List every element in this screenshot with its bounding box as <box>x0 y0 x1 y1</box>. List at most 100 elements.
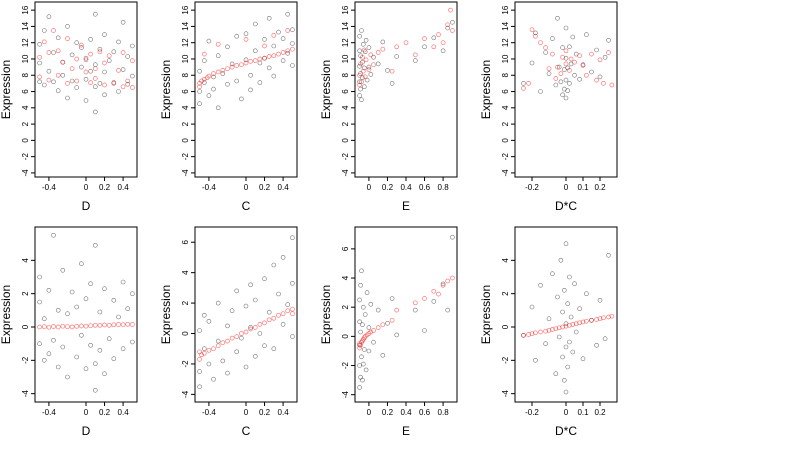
x-tick-label: 0.1 <box>577 183 589 192</box>
data-point-red <box>450 275 455 281</box>
data-point-red <box>220 340 226 346</box>
data-point-red <box>371 328 376 333</box>
y-axis-label: Expression <box>479 285 493 344</box>
data-point-black <box>248 73 253 78</box>
data-point-red <box>358 342 363 348</box>
y-tick-label: 0 <box>501 138 510 143</box>
data-point-red <box>106 322 112 328</box>
data-point-red <box>120 84 126 90</box>
data-point-red <box>120 322 126 328</box>
x-tick-label: 0 <box>244 183 249 192</box>
data-point-black <box>130 43 135 49</box>
data-point-red <box>360 68 366 74</box>
data-point-black <box>385 68 390 73</box>
data-point-black <box>206 318 212 324</box>
data-point-black <box>111 356 117 362</box>
y-tick-label: 2 <box>501 121 510 126</box>
data-point-black <box>589 69 594 75</box>
data-point-black <box>51 50 56 55</box>
data-point-black <box>368 72 374 77</box>
chart-panel-1: -0.4 0 0.2 0.4 -4 -2 0 2 4 6 8 10 12 14 16 D Expression <box>0 1 138 213</box>
data-point-red <box>357 72 362 78</box>
y-tick-label: 0 <box>21 324 30 329</box>
data-point-black <box>290 334 295 339</box>
data-point-red <box>88 51 93 57</box>
data-point-black <box>41 357 47 363</box>
data-point-black <box>357 48 362 54</box>
data-point-red <box>563 323 569 329</box>
data-point-red <box>380 322 386 328</box>
x-tick-label: 0 <box>244 408 249 417</box>
data-point-red <box>431 288 437 294</box>
data-point-red <box>199 352 204 358</box>
y-tick-label: 8 <box>21 72 30 77</box>
data-point-red <box>88 323 93 329</box>
x-tick-label: -0.2 <box>525 183 539 192</box>
data-point-black <box>243 57 249 63</box>
data-point-red <box>97 49 103 55</box>
y-tick-label: 2 <box>181 300 190 305</box>
y-tick-label: -4 <box>341 169 350 177</box>
data-point-black <box>358 329 363 335</box>
data-point-black <box>102 69 107 75</box>
data-point-black <box>280 58 286 63</box>
y-tick-label: 16 <box>181 5 190 14</box>
data-point-black <box>248 325 253 330</box>
data-point-black <box>271 43 277 49</box>
data-point-red <box>584 72 589 78</box>
data-point-black <box>97 347 103 353</box>
data-point-black <box>389 81 395 86</box>
y-tick-label: 0 <box>341 138 350 143</box>
data-point-black <box>565 364 571 370</box>
data-point-black <box>243 364 249 370</box>
data-point-black <box>106 58 112 63</box>
data-point-black <box>584 291 589 297</box>
data-point-black <box>257 80 263 85</box>
data-point-red <box>389 68 395 74</box>
data-point-black <box>253 297 258 303</box>
data-point-red <box>92 66 98 72</box>
y-tick-label: 4 <box>21 258 30 263</box>
data-point-red <box>55 48 61 54</box>
data-point-black <box>55 307 61 313</box>
data-point-red <box>125 78 131 84</box>
data-point-red <box>577 320 582 326</box>
data-point-black <box>440 281 446 287</box>
y-tick-label: 2 <box>21 291 30 296</box>
data-point-red <box>556 325 562 331</box>
x-axis-label: C <box>242 199 251 213</box>
data-point-red <box>601 315 606 321</box>
x-tick-label: 0 <box>367 183 372 192</box>
data-point-red <box>262 320 267 326</box>
x-axis-label: D*C <box>555 424 577 438</box>
data-point-black <box>563 241 569 246</box>
data-point-red <box>257 322 263 327</box>
data-point-black <box>125 54 130 59</box>
y-tick-label: 0 <box>181 138 190 143</box>
data-point-red <box>266 54 272 59</box>
data-point-red <box>280 50 286 55</box>
data-point-red <box>538 329 543 335</box>
data-point-red <box>83 57 89 63</box>
data-point-red <box>206 73 212 79</box>
data-point-red <box>589 51 594 57</box>
y-tick-label: 16 <box>341 5 350 14</box>
data-point-black <box>248 282 253 288</box>
x-tick-label: 0.8 <box>438 183 450 192</box>
data-point-red <box>285 48 291 54</box>
plot-frame <box>34 1 138 178</box>
data-point-black <box>602 336 608 342</box>
data-point-black <box>280 36 286 41</box>
data-point-black <box>280 255 286 260</box>
data-point-black <box>558 79 564 85</box>
y-tick-label: 0 <box>501 324 510 329</box>
y-tick-label: -2 <box>341 361 350 369</box>
y-axis-label: Expression <box>319 285 333 344</box>
data-point-black <box>422 328 427 333</box>
data-point-red <box>526 332 531 337</box>
data-point-black <box>60 267 66 273</box>
data-point-black <box>290 41 295 46</box>
x-tick-label: -0.4 <box>42 408 56 417</box>
data-point-black <box>202 346 207 352</box>
data-point-red <box>555 64 560 70</box>
